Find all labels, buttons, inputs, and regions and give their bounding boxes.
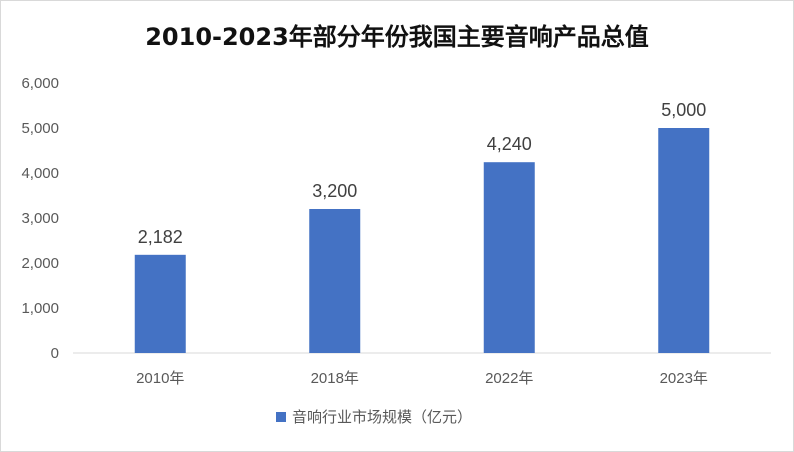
chart-title: 2010-2023年部分年份我国主要音响产品总值 [145,23,649,51]
data-label: 2,182 [138,227,183,247]
y-tick-label: 1,000 [21,300,59,317]
x-tick-label: 2010年 [136,370,184,387]
legend-swatch [276,412,286,422]
bars: 2,182 3,200 4,240 5,000 [134,100,710,353]
x-tick-label: 2018年 [311,370,359,387]
legend-label: 音响行业市场规模（亿元） [292,408,472,426]
axes: 0 1,000 2,000 3,000 4,000 5,000 6,000 2010年 2018… [21,75,771,387]
data-label: 3,200 [312,181,357,201]
y-tick-label: 2,000 [21,255,59,272]
bar [134,254,186,353]
y-tick-label: 4,000 [21,165,59,182]
y-tick-label: 3,000 [21,210,59,227]
x-tick-label: 2022年 [485,370,533,387]
data-label: 5,000 [661,100,706,120]
data-label: 4,240 [487,134,532,154]
bar [309,209,361,353]
bar [483,162,535,353]
legend: 音响行业市场规模（亿元） [276,408,472,426]
y-tick-label: 6,000 [21,75,59,92]
bar [658,128,710,353]
y-tick-label: 5,000 [21,120,59,137]
y-tick-label: 0 [51,345,59,362]
x-tick-label: 2023年 [660,370,708,387]
